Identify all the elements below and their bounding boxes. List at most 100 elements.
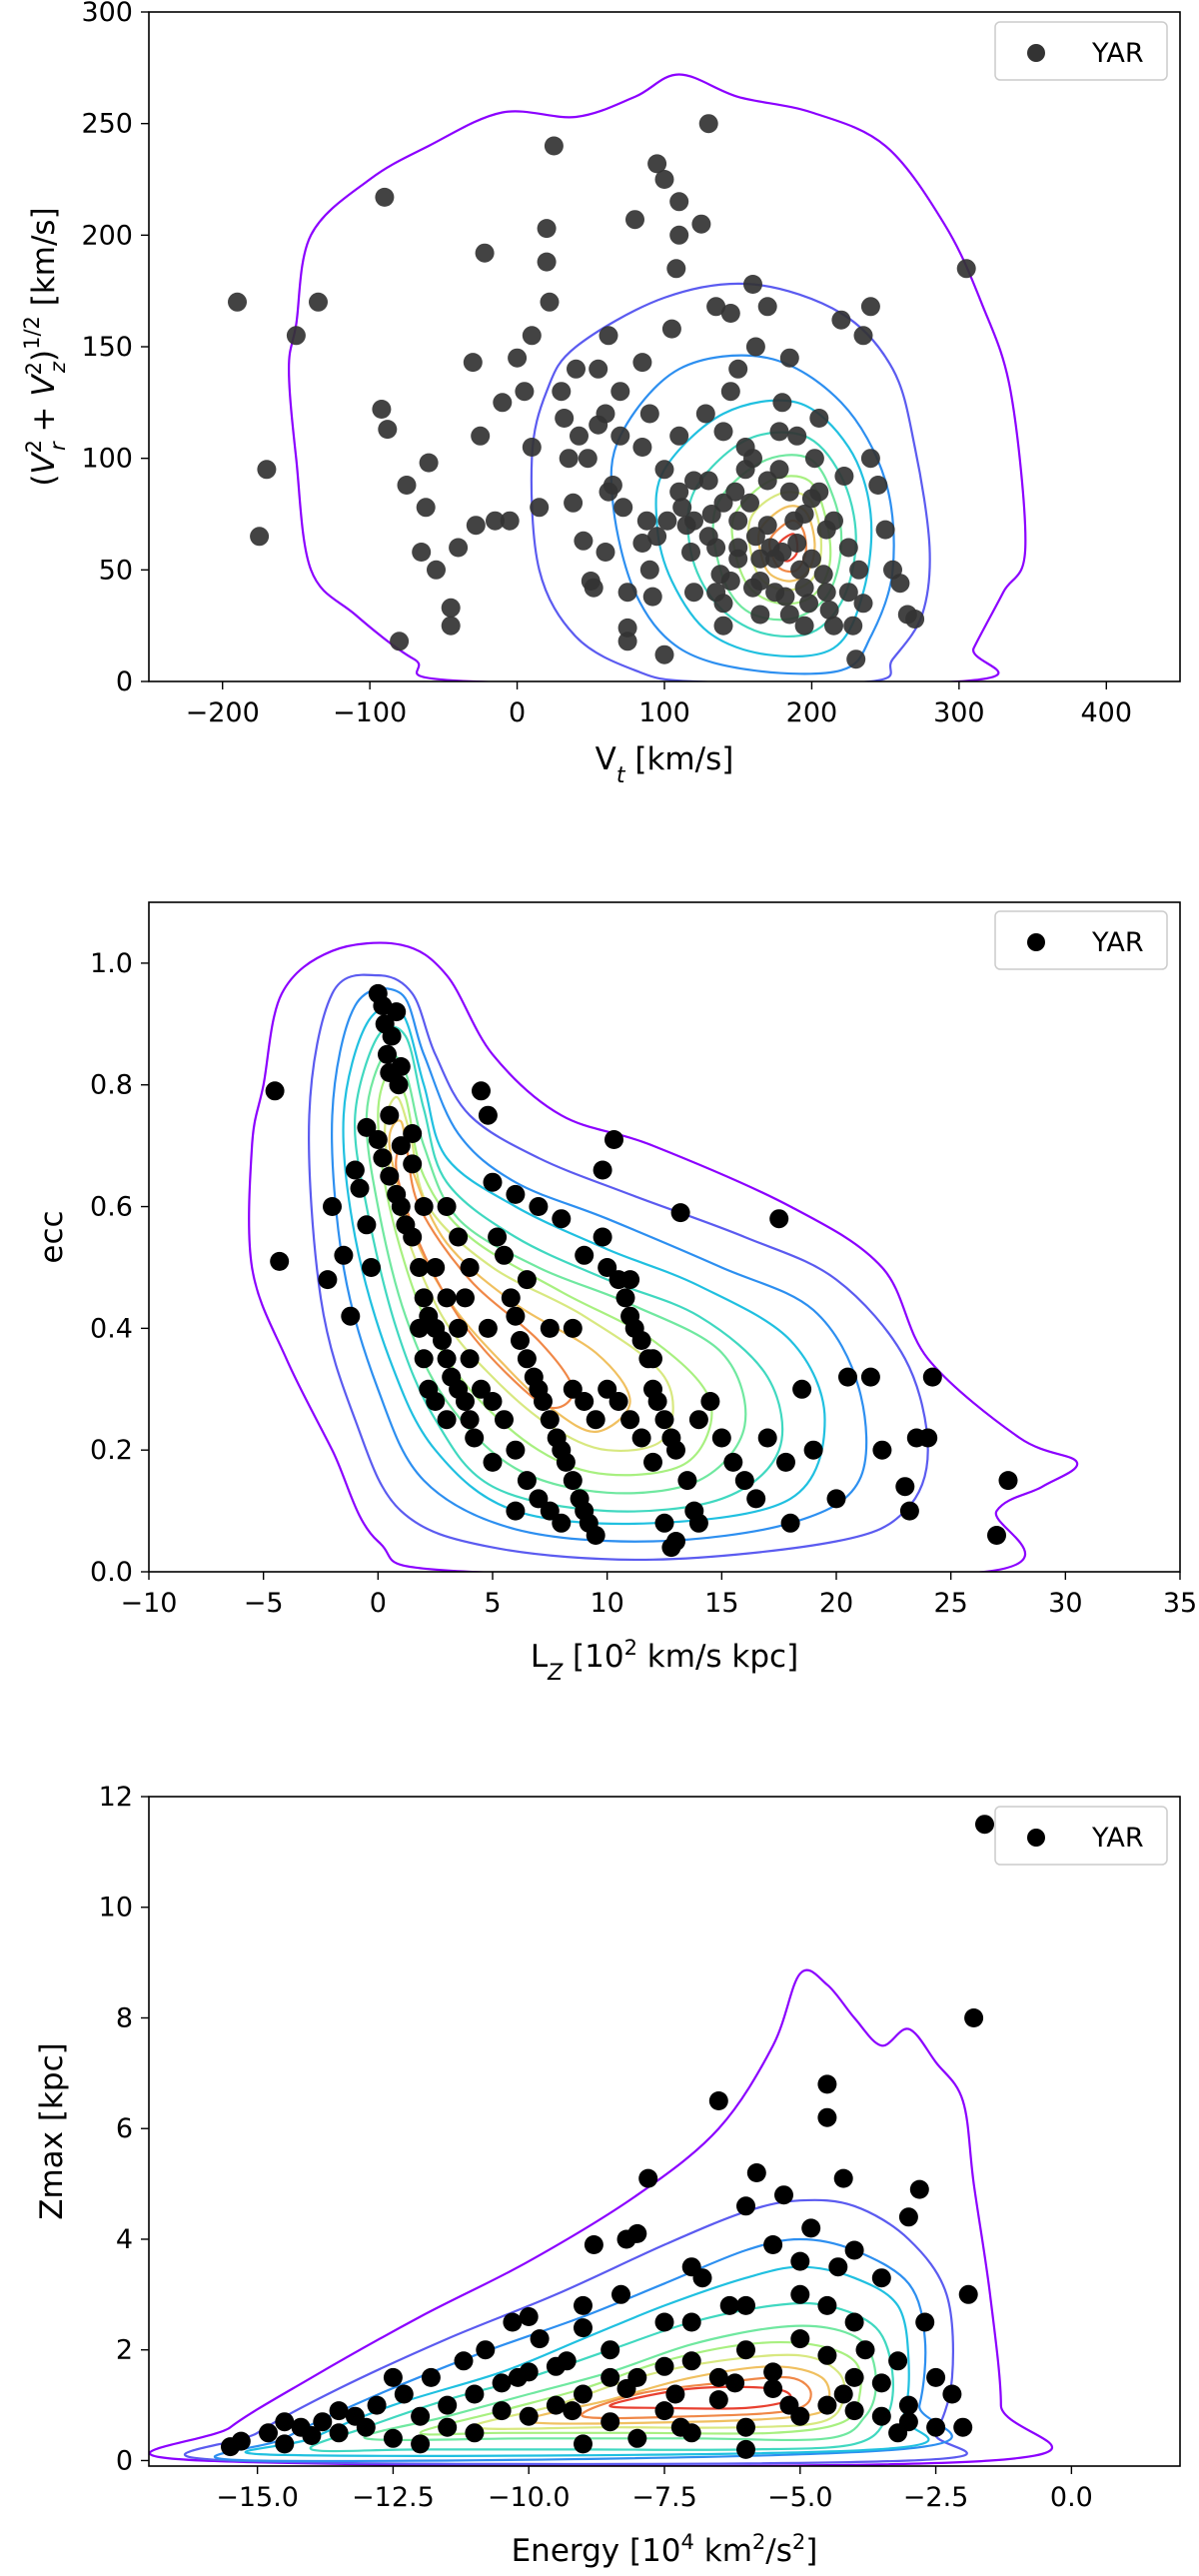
data-point (475, 243, 495, 263)
data-point (529, 1197, 549, 1216)
legend-marker (1027, 44, 1045, 62)
data-point (890, 574, 910, 594)
data-point (574, 2318, 593, 2338)
data-point (684, 471, 703, 491)
data-point (636, 511, 656, 531)
data-point (441, 616, 461, 636)
scatter-points (265, 983, 1018, 1558)
scatter-points (228, 114, 976, 669)
y-tick-label: 0.4 (90, 1313, 133, 1344)
data-point (826, 1489, 846, 1509)
data-point (228, 292, 247, 312)
data-point (824, 511, 843, 531)
data-point (670, 1203, 690, 1223)
data-point (578, 449, 598, 469)
data-point (403, 1154, 423, 1174)
data-point (779, 605, 799, 625)
data-point (779, 482, 799, 502)
data-point (334, 1245, 354, 1265)
data-point (488, 1227, 508, 1247)
data-point (700, 1392, 720, 1411)
data-point (596, 543, 615, 562)
data-point (713, 493, 733, 513)
data-point (492, 2401, 512, 2421)
data-point (763, 2379, 783, 2398)
data-point (817, 2074, 837, 2094)
plot-frame (148, 901, 1181, 1573)
data-point (632, 438, 652, 457)
data-point (872, 1440, 892, 1460)
data-point (421, 2367, 441, 2387)
data-point (787, 426, 807, 446)
data-point (817, 2345, 837, 2365)
data-point (824, 616, 843, 636)
data-point (600, 2367, 620, 2387)
data-point (942, 2384, 962, 2404)
data-point (466, 516, 486, 536)
data-point (625, 210, 644, 230)
data-point (397, 476, 417, 495)
data-point (799, 594, 818, 614)
data-point (728, 359, 748, 379)
data-point (654, 644, 674, 664)
y-tick-label: 6 (116, 2113, 133, 2144)
data-point (899, 1501, 919, 1521)
data-point (654, 460, 674, 480)
data-point (511, 1331, 530, 1350)
data-point (391, 1136, 411, 1156)
data-point (774, 2185, 793, 2205)
x-tick-label: −5 (244, 1588, 284, 1619)
data-point (449, 538, 469, 558)
data-point (665, 2384, 685, 2404)
data-point (657, 511, 677, 531)
data-point (410, 1318, 430, 1338)
data-point (598, 1379, 617, 1399)
data-point (323, 1197, 342, 1216)
data-point (620, 1270, 640, 1290)
data-point (617, 583, 637, 603)
data-point (790, 2329, 810, 2349)
data-point (801, 489, 821, 509)
data-point (341, 1306, 361, 1326)
data-point (345, 1160, 365, 1180)
data-point (584, 2235, 603, 2254)
data-point (643, 1452, 662, 1472)
data-point (713, 422, 733, 442)
data-point (540, 1501, 560, 1521)
x-tick-label: −10 (121, 1588, 178, 1619)
density-contour (183, 2198, 968, 2466)
data-point (736, 2439, 755, 2459)
y-tick-label: 250 (81, 109, 133, 140)
data-point (846, 649, 866, 669)
data-point (695, 404, 715, 424)
data-point (437, 1410, 457, 1430)
x-tick-label: −7.5 (631, 2482, 697, 2513)
data-point (329, 2401, 349, 2421)
data-point (813, 565, 833, 585)
data-point (394, 2384, 414, 2404)
y-tick-label: 4 (116, 2224, 133, 2255)
legend-label: YAR (1091, 927, 1144, 958)
data-point (757, 1428, 777, 1448)
data-point (691, 214, 711, 234)
data-point (853, 326, 873, 346)
y-tick-label: 300 (81, 0, 133, 28)
data-point (711, 1428, 731, 1448)
data-point (763, 2362, 783, 2382)
data-point (632, 353, 652, 373)
data-point (639, 404, 659, 424)
y-tick-label: 150 (81, 332, 133, 363)
data-point (819, 601, 839, 620)
data-point (515, 382, 535, 402)
data-point (563, 1471, 583, 1491)
data-point (454, 2351, 474, 2371)
y-tick-label: 50 (99, 555, 133, 586)
data-point (654, 170, 674, 189)
data-point (559, 449, 579, 469)
x-axis-ticks: −200 −100 0 100 200 300 400 (186, 681, 1132, 728)
data-point (476, 2340, 496, 2360)
data-point (620, 1410, 640, 1430)
legend-frame (994, 910, 1168, 970)
data-point (373, 1148, 393, 1168)
